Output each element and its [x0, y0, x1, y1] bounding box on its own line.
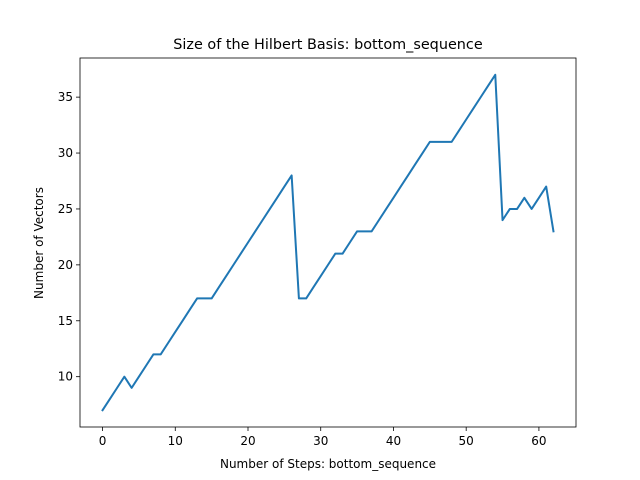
x-axis-label: Number of Steps: bottom_sequence	[220, 457, 436, 471]
series-line	[101, 73, 555, 412]
x-tick-label: 20	[240, 434, 255, 448]
y-tick-label: 25	[58, 202, 73, 216]
x-tick-label: 0	[99, 434, 107, 448]
x-tick-label: 60	[531, 434, 546, 448]
x-tick-label: 30	[313, 434, 328, 448]
x-tick-label: 40	[386, 434, 401, 448]
x-tick-label: 10	[168, 434, 183, 448]
plot-area: 0 10 20 30 40 50 60 10 15 20 25 30 35	[58, 57, 577, 448]
chart-title: Size of the Hilbert Basis: bottom_sequen…	[173, 37, 483, 53]
x-tick-label: 50	[459, 434, 474, 448]
y-tick-label: 20	[58, 258, 73, 272]
y-axis-label: Number of Vectors	[32, 187, 46, 299]
y-tick-label: 10	[58, 370, 73, 384]
y-tick-label: 35	[58, 90, 73, 104]
axes-frame	[79, 57, 577, 428]
y-tick-label: 30	[58, 146, 73, 160]
y-tick-label: 15	[58, 314, 73, 328]
